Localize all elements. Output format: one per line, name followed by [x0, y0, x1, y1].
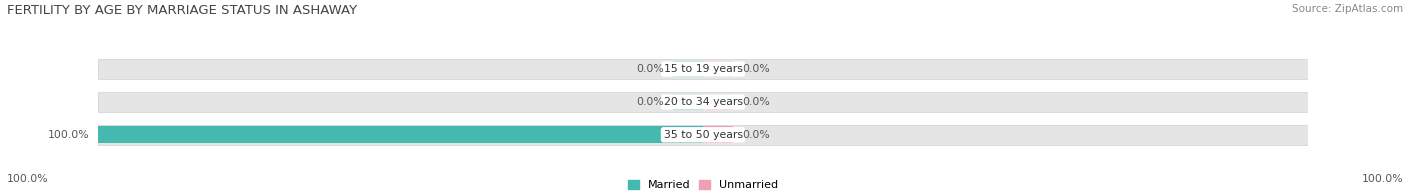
Bar	[98, 92, 1308, 112]
Bar	[98, 126, 703, 143]
Bar	[703, 61, 734, 77]
Text: Source: ZipAtlas.com: Source: ZipAtlas.com	[1292, 4, 1403, 14]
Text: 100.0%: 100.0%	[48, 130, 90, 140]
Bar	[98, 59, 1308, 79]
Text: 0.0%: 0.0%	[636, 97, 664, 107]
Text: 0.0%: 0.0%	[742, 97, 770, 107]
Bar	[98, 125, 1308, 145]
Bar	[672, 93, 703, 110]
Bar	[672, 61, 703, 77]
Text: 0.0%: 0.0%	[636, 64, 664, 74]
Text: FERTILITY BY AGE BY MARRIAGE STATUS IN ASHAWAY: FERTILITY BY AGE BY MARRIAGE STATUS IN A…	[7, 4, 357, 17]
Text: 0.0%: 0.0%	[742, 64, 770, 74]
Text: 0.0%: 0.0%	[742, 130, 770, 140]
Text: 100.0%: 100.0%	[7, 174, 49, 184]
Text: 20 to 34 years: 20 to 34 years	[664, 97, 742, 107]
Text: 15 to 19 years: 15 to 19 years	[664, 64, 742, 74]
Text: 35 to 50 years: 35 to 50 years	[664, 130, 742, 140]
Legend: Married, Unmarried: Married, Unmarried	[627, 180, 779, 191]
Bar	[703, 93, 734, 110]
Bar	[703, 126, 734, 143]
Text: 100.0%: 100.0%	[1361, 174, 1403, 184]
